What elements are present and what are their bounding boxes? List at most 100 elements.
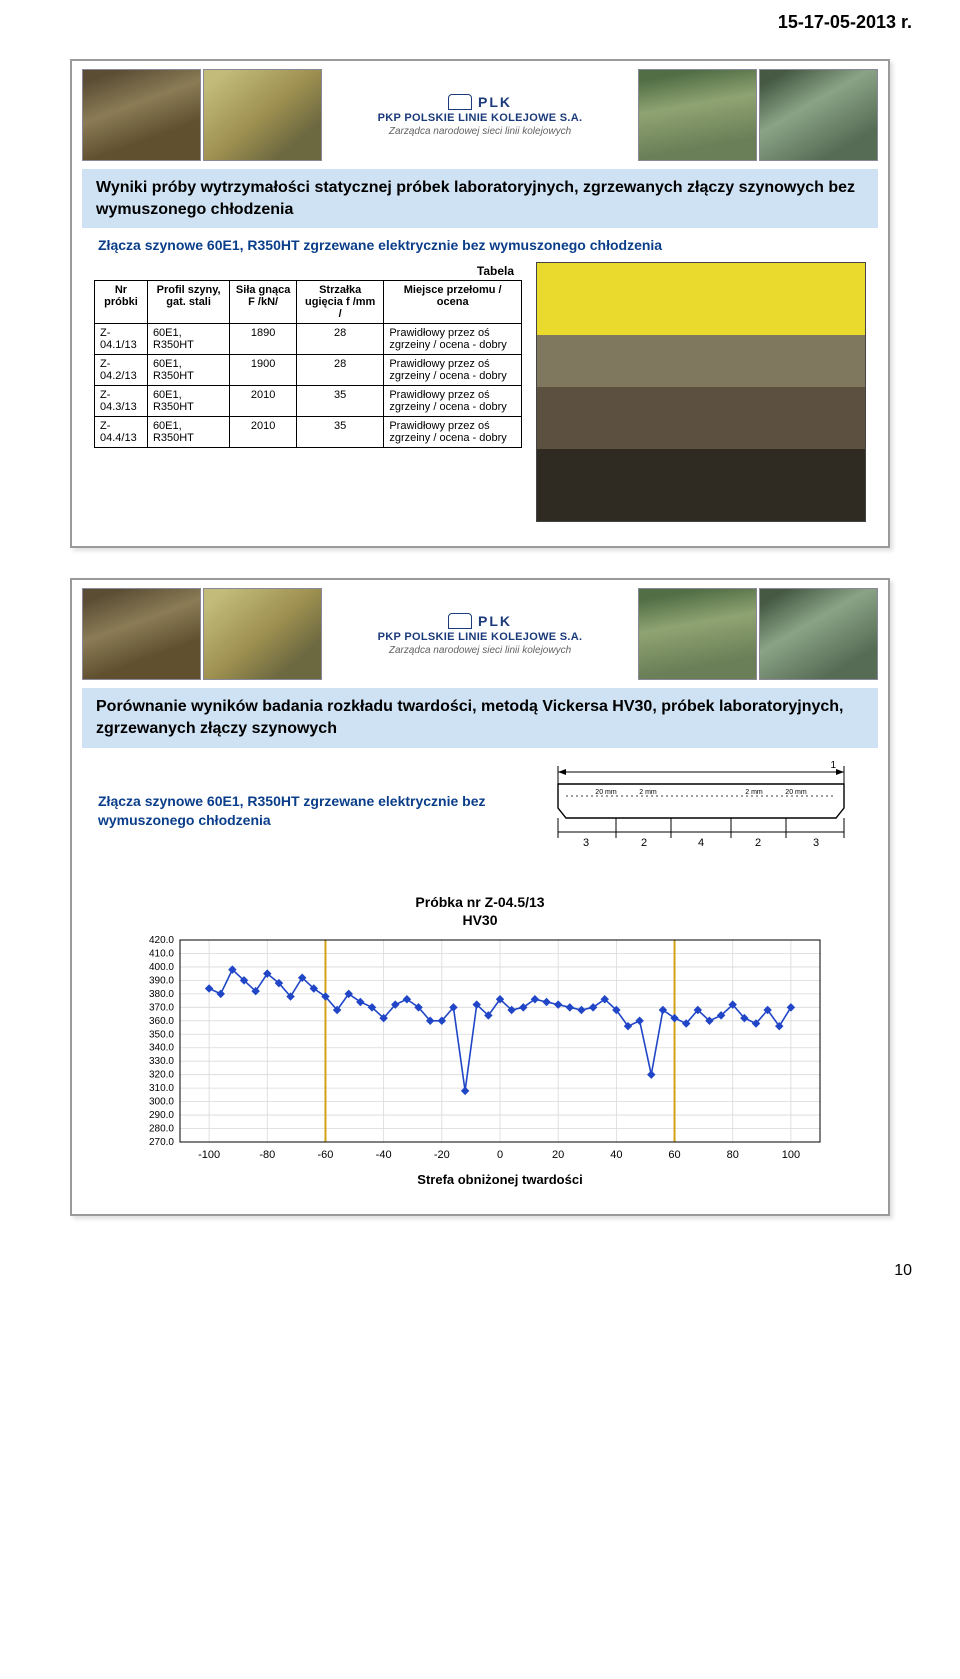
banner-photo-right bbox=[638, 588, 878, 680]
table-header: Miejsce przełomu / ocena bbox=[384, 281, 522, 324]
table-cell: 1900 bbox=[230, 355, 297, 386]
svg-text:2 mm: 2 mm bbox=[639, 789, 657, 796]
table-cell: Z-04.1/13 bbox=[95, 324, 148, 355]
svg-text:2: 2 bbox=[641, 837, 647, 849]
slide1-title: Wyniki próby wytrzymałości statycznej pr… bbox=[96, 177, 864, 220]
svg-text:370.0: 370.0 bbox=[149, 1002, 174, 1013]
slide-2: PLK PKP POLSKIE LINIE KOLEJOWE S.A. Zarz… bbox=[70, 578, 890, 1215]
svg-text:0: 0 bbox=[497, 1149, 503, 1161]
svg-text:420.0: 420.0 bbox=[149, 935, 174, 946]
banner-logo-block: PLK PKP POLSKIE LINIE KOLEJOWE S.A. Zarz… bbox=[326, 588, 634, 680]
plk-icon bbox=[448, 94, 472, 110]
page-date: 15-17-05-2013 r. bbox=[0, 0, 960, 39]
chart-title-1: Próbka nr Z-04.5/13 bbox=[120, 894, 840, 910]
svg-text:360.0: 360.0 bbox=[149, 1015, 174, 1026]
table-header: Siła gnąca F /kN/ bbox=[230, 281, 297, 324]
svg-text:1: 1 bbox=[830, 760, 836, 771]
table-cell: 60E1, R350HT bbox=[147, 355, 229, 386]
company-name: PKP POLSKIE LINIE KOLEJOWE S.A. bbox=[378, 112, 583, 124]
rail-cross-section-diagram: 1 20 mm 2 mm 2 mm 20 mm 3 2 4 bbox=[536, 754, 866, 874]
svg-text:20 mm: 20 mm bbox=[785, 789, 807, 796]
banner-logo-block: PLK PKP POLSKIE LINIE KOLEJOWE S.A. Zarz… bbox=[326, 69, 634, 161]
svg-text:20: 20 bbox=[552, 1149, 564, 1161]
svg-text:300.0: 300.0 bbox=[149, 1096, 174, 1107]
plk-code: PLK bbox=[478, 613, 512, 629]
table-cell: Z-04.2/13 bbox=[95, 355, 148, 386]
slide2-subtitle: Złącza szynowe 60E1, R350HT zgrzewane el… bbox=[94, 790, 524, 836]
svg-text:3: 3 bbox=[583, 837, 589, 849]
slide2-title-bar: Porównanie wyników badania rozkładu twar… bbox=[82, 688, 878, 747]
test-rig-photo bbox=[536, 262, 866, 522]
banner-photo-right bbox=[638, 69, 878, 161]
svg-text:-100: -100 bbox=[198, 1149, 220, 1161]
slide2-title: Porównanie wyników badania rozkładu twar… bbox=[96, 696, 864, 739]
svg-text:270.0: 270.0 bbox=[149, 1137, 174, 1148]
table-caption: Tabela bbox=[94, 262, 522, 280]
table-cell: Z-04.3/13 bbox=[95, 386, 148, 417]
svg-text:310.0: 310.0 bbox=[149, 1083, 174, 1094]
banner-photo-left bbox=[82, 588, 322, 680]
table-row: Z-04.2/1360E1, R350HT190028Prawidłowy pr… bbox=[95, 355, 522, 386]
svg-text:40: 40 bbox=[610, 1149, 622, 1161]
svg-text:60: 60 bbox=[668, 1149, 680, 1161]
svg-text:410.0: 410.0 bbox=[149, 948, 174, 959]
plk-icon bbox=[448, 613, 472, 629]
hardness-chart: Próbka nr Z-04.5/13 HV30 270.0 280.0 290.0… bbox=[120, 894, 840, 1190]
svg-text:2 mm: 2 mm bbox=[745, 789, 763, 796]
table-cell: Prawidłowy przez oś zgrzeiny / ocena - d… bbox=[384, 417, 522, 448]
slide1-title-bar: Wyniki próby wytrzymałości statycznej pr… bbox=[82, 169, 878, 228]
svg-text:330.0: 330.0 bbox=[149, 1056, 174, 1067]
slide1-table-wrap: Tabela Nr próbkiProfil szyny, gat. stali… bbox=[94, 262, 522, 522]
svg-text:390.0: 390.0 bbox=[149, 975, 174, 986]
svg-text:350.0: 350.0 bbox=[149, 1029, 174, 1040]
table-cell: 60E1, R350HT bbox=[147, 417, 229, 448]
svg-text:3: 3 bbox=[813, 837, 819, 849]
table-cell: Prawidłowy przez oś zgrzeiny / ocena - d… bbox=[384, 386, 522, 417]
slide1-subtitle: Złącza szynowe 60E1, R350HT zgrzewane el… bbox=[82, 234, 878, 262]
svg-text:340.0: 340.0 bbox=[149, 1042, 174, 1053]
page-number: 10 bbox=[0, 1246, 960, 1300]
table-row: Z-04.1/1360E1, R350HT189028Prawidłowy pr… bbox=[95, 324, 522, 355]
banner-photo-left bbox=[82, 69, 322, 161]
table-header: Nr próbki bbox=[95, 281, 148, 324]
table-cell: Prawidłowy przez oś zgrzeiny / ocena - d… bbox=[384, 355, 522, 386]
svg-text:320.0: 320.0 bbox=[149, 1069, 174, 1080]
photo-wrap bbox=[536, 262, 866, 522]
svg-text:20 mm: 20 mm bbox=[595, 789, 617, 796]
svg-text:-80: -80 bbox=[259, 1149, 275, 1161]
table-cell: 2010 bbox=[230, 417, 297, 448]
table-header: Strzałka ugięcia f /mm / bbox=[296, 281, 383, 324]
svg-text:4: 4 bbox=[698, 837, 704, 849]
svg-text:Strefa obniżonej twardości: Strefa obniżonej twardości bbox=[417, 1172, 582, 1187]
results-table: Nr próbkiProfil szyny, gat. staliSiła gn… bbox=[94, 280, 522, 448]
table-cell: 35 bbox=[296, 386, 383, 417]
banner: PLK PKP POLSKIE LINIE KOLEJOWE S.A. Zarz… bbox=[82, 69, 878, 161]
table-cell: 28 bbox=[296, 355, 383, 386]
banner: PLK PKP POLSKIE LINIE KOLEJOWE S.A. Zarz… bbox=[82, 588, 878, 680]
svg-text:-20: -20 bbox=[434, 1149, 450, 1161]
svg-text:2: 2 bbox=[755, 837, 761, 849]
svg-text:290.0: 290.0 bbox=[149, 1110, 174, 1121]
table-cell: 28 bbox=[296, 324, 383, 355]
table-cell: 60E1, R350HT bbox=[147, 324, 229, 355]
svg-text:400.0: 400.0 bbox=[149, 961, 174, 972]
svg-text:100: 100 bbox=[782, 1149, 800, 1161]
company-tagline: Zarządca narodowej sieci linii kolejowyc… bbox=[389, 126, 571, 137]
svg-text:-60: -60 bbox=[318, 1149, 334, 1161]
table-header: Profil szyny, gat. stali bbox=[147, 281, 229, 324]
svg-text:-40: -40 bbox=[376, 1149, 392, 1161]
company-name: PKP POLSKIE LINIE KOLEJOWE S.A. bbox=[378, 631, 583, 643]
table-cell: Z-04.4/13 bbox=[95, 417, 148, 448]
table-cell: 60E1, R350HT bbox=[147, 386, 229, 417]
table-row: Z-04.3/1360E1, R350HT201035Prawidłowy pr… bbox=[95, 386, 522, 417]
company-tagline: Zarządca narodowej sieci linii kolejowyc… bbox=[389, 645, 571, 656]
table-cell: Prawidłowy przez oś zgrzeiny / ocena - d… bbox=[384, 324, 522, 355]
svg-text:80: 80 bbox=[727, 1149, 739, 1161]
svg-text:380.0: 380.0 bbox=[149, 988, 174, 999]
svg-text:280.0: 280.0 bbox=[149, 1123, 174, 1134]
table-row: Z-04.4/1360E1, R350HT201035Prawidłowy pr… bbox=[95, 417, 522, 448]
slide-1: PLK PKP POLSKIE LINIE KOLEJOWE S.A. Zarz… bbox=[70, 59, 890, 548]
table-cell: 1890 bbox=[230, 324, 297, 355]
table-cell: 2010 bbox=[230, 386, 297, 417]
chart-title-2: HV30 bbox=[120, 912, 840, 928]
